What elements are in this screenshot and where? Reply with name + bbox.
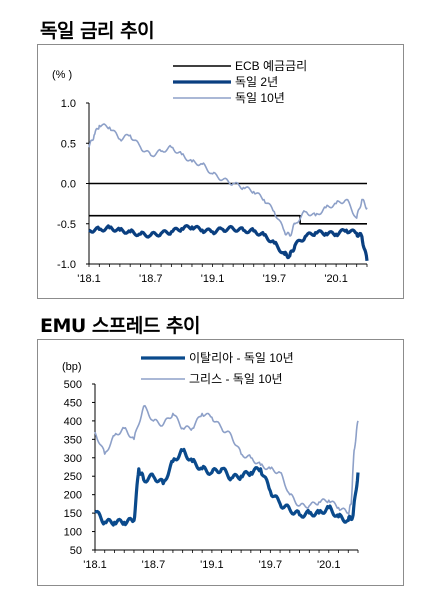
y-tick-label: 100	[64, 527, 82, 539]
legend-label: 그리스 - 독일 10년	[189, 372, 283, 386]
legend-label: 독일 2년	[235, 75, 278, 89]
legend-label: ECB 예금금리	[235, 59, 307, 73]
y-tick-label: 0.5	[61, 138, 76, 150]
series-line-2	[94, 404, 359, 516]
y-tick-label: 0.0	[61, 179, 76, 191]
y-unit-label: (% )	[52, 69, 72, 81]
y-tick-label: 450	[64, 397, 82, 409]
y-tick-label: -1.0	[57, 259, 76, 271]
y-tick-label: 400	[64, 416, 82, 428]
y-tick-label: 1.0	[61, 98, 76, 110]
series-line-3	[88, 123, 368, 237]
y-tick-label: 350	[64, 434, 82, 446]
x-tick-label: '18.1	[77, 273, 101, 285]
series-line-1	[94, 447, 360, 527]
y-tick-label: 150	[64, 508, 82, 520]
chart-frame-emu-spread	[37, 339, 404, 586]
x-tick-label: '18.1	[83, 559, 107, 571]
y-tick-label: 300	[64, 453, 82, 465]
x-tick-label: '18.7	[142, 559, 166, 571]
y-unit-label: (bp)	[62, 361, 82, 373]
x-tick-label: '20.1	[317, 559, 341, 571]
x-tick-label: '19.7	[263, 273, 287, 285]
series-line-2	[88, 224, 369, 261]
legend-label: 이탈리아 - 독일 10년	[189, 351, 294, 365]
y-tick-label: 500	[64, 379, 82, 391]
chart-title-emu-spread: EMU 스프레드 추이	[40, 315, 200, 337]
x-tick-label: '18.7	[139, 273, 163, 285]
y-tick-label: 200	[64, 490, 82, 502]
chart-frame-german-rates	[37, 44, 404, 299]
y-tick-label: 250	[64, 471, 82, 483]
chart-title-german-rates: 독일 금리 추이	[40, 20, 155, 42]
x-tick-label: '19.1	[200, 559, 224, 571]
x-tick-label: '19.1	[201, 273, 225, 285]
legend-label: 독일 10년	[235, 91, 285, 105]
x-tick-label: '20.1	[324, 273, 348, 285]
y-tick-label: 50	[70, 545, 82, 557]
y-tick-label: -0.5	[57, 219, 76, 231]
x-tick-label: '19.7	[259, 559, 283, 571]
